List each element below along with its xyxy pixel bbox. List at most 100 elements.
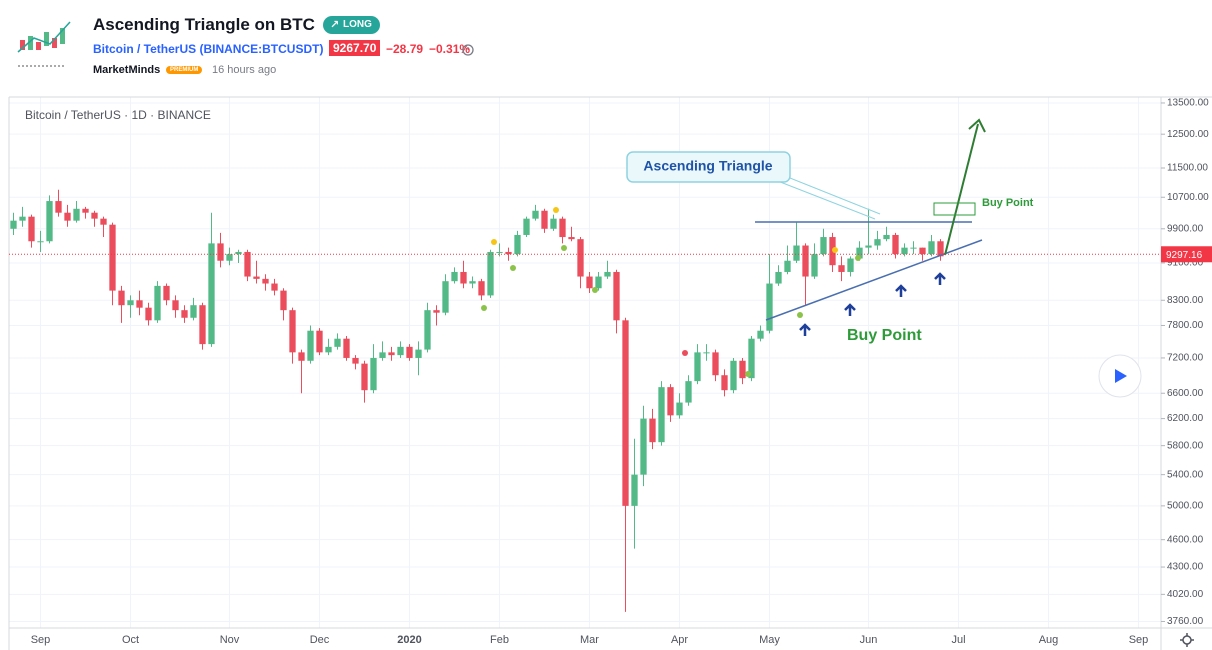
grid (9, 97, 1161, 628)
candle-body (460, 271, 467, 284)
candle-body (379, 352, 386, 358)
price: 9267.70 (329, 40, 381, 56)
candle-body (739, 360, 746, 379)
y-tick-label: 8300.00 (1167, 295, 1204, 306)
candle-body (226, 254, 233, 261)
alert-icon[interactable] (460, 41, 476, 57)
buy-label: Buy Point (982, 197, 1034, 209)
candle-body (55, 201, 62, 213)
candle-body (505, 251, 512, 255)
candle-body (10, 220, 17, 229)
candle-body (793, 245, 800, 261)
candle-body (433, 310, 440, 313)
candle-body (676, 402, 683, 416)
y-tick-label: 3760.00 (1167, 616, 1204, 627)
y-tick-label: 11500.00 (1167, 163, 1208, 174)
candle-body (550, 218, 557, 229)
candle-body (82, 208, 89, 213)
candle-body (559, 218, 566, 238)
candle-body (712, 352, 719, 376)
candle-body (199, 305, 206, 345)
candle-body (586, 276, 593, 289)
candle-body (937, 241, 944, 257)
callout-line (769, 177, 876, 220)
candle-body (622, 320, 629, 506)
settings-icon[interactable] (1180, 633, 1194, 647)
y-tick-label: 4600.00 (1167, 534, 1204, 545)
candle-body (154, 285, 161, 321)
idea-title: Ascending Triangle on BTC (93, 15, 315, 34)
header: Ascending Triangle on BTC LONG Bitcoin /… (0, 0, 1212, 92)
y-tick-label: 9900.00 (1167, 223, 1204, 234)
candle-body (901, 247, 908, 255)
candle-body (352, 357, 359, 364)
candle-body (343, 338, 350, 358)
candle-body (568, 237, 575, 240)
author[interactable]: MarketMinds (93, 64, 161, 76)
candle-body (577, 239, 584, 277)
candle-body (730, 360, 737, 391)
candle-body (325, 346, 332, 353)
candle-body (361, 363, 368, 391)
candle-body (307, 330, 314, 361)
last-price-box (1161, 246, 1212, 263)
x-tick-label: 2020 (397, 634, 421, 646)
candle-body (289, 310, 296, 353)
y-tick-label: 5400.00 (1167, 469, 1204, 480)
candle-body (136, 300, 143, 308)
candle-body (181, 310, 188, 318)
candle-body (415, 349, 422, 358)
candle-body (847, 258, 854, 272)
signal-dots (481, 207, 861, 377)
candle-body (73, 208, 80, 221)
candle-body (541, 210, 548, 229)
candle-body (748, 338, 755, 379)
candle-body (613, 271, 620, 321)
time-ago: 16 hours ago (212, 64, 277, 76)
y-tick-label: 10700.00 (1167, 192, 1209, 203)
y-tick-label: 12500.00 (1167, 129, 1209, 140)
candle-body (118, 290, 125, 306)
candle-body (802, 245, 809, 277)
y-tick-label: 5800.00 (1167, 440, 1204, 451)
candle-body (262, 278, 269, 284)
candle-body (640, 418, 647, 475)
candle-body (217, 243, 224, 261)
candle-body (766, 283, 773, 331)
y-tick-label: 4300.00 (1167, 562, 1204, 573)
candle-body (532, 210, 539, 219)
drawings: Ascending Triangle Buy Point Buy Point (481, 118, 1034, 377)
candle-body (271, 283, 278, 291)
y-tick-label: 6200.00 (1167, 413, 1204, 424)
play-icon[interactable] (1115, 369, 1127, 383)
candles (10, 189, 944, 612)
candle-body (838, 265, 845, 272)
candle-body (442, 281, 449, 313)
candle-body (190, 305, 197, 318)
change: −28.79 (386, 42, 424, 56)
candle-body (883, 234, 890, 240)
candle-body (64, 212, 71, 221)
logo (17, 21, 71, 67)
x-tick-label: Dec (310, 634, 330, 646)
candle-body (397, 346, 404, 356)
candle-body (874, 239, 881, 246)
x-tick-label: Sep (31, 634, 51, 646)
x-tick-label: Jul (951, 634, 965, 646)
candle-body (685, 381, 692, 403)
y-tick-label: 4020.00 (1167, 589, 1204, 600)
candle-body (775, 271, 782, 284)
candle-body (523, 218, 530, 235)
x-tick-label: Jun (860, 634, 878, 646)
symbol[interactable]: Bitcoin / TetherUS (BINANCE:BTCUSDT) (93, 42, 324, 56)
candle-body (334, 338, 341, 347)
candle-body (595, 276, 602, 289)
y-tick-label: 9100.00 (1167, 258, 1204, 269)
buy-box (933, 202, 976, 216)
candle-body (820, 237, 827, 255)
candle-body (721, 375, 728, 391)
target-arrow (944, 123, 979, 256)
candle-body (865, 245, 872, 248)
